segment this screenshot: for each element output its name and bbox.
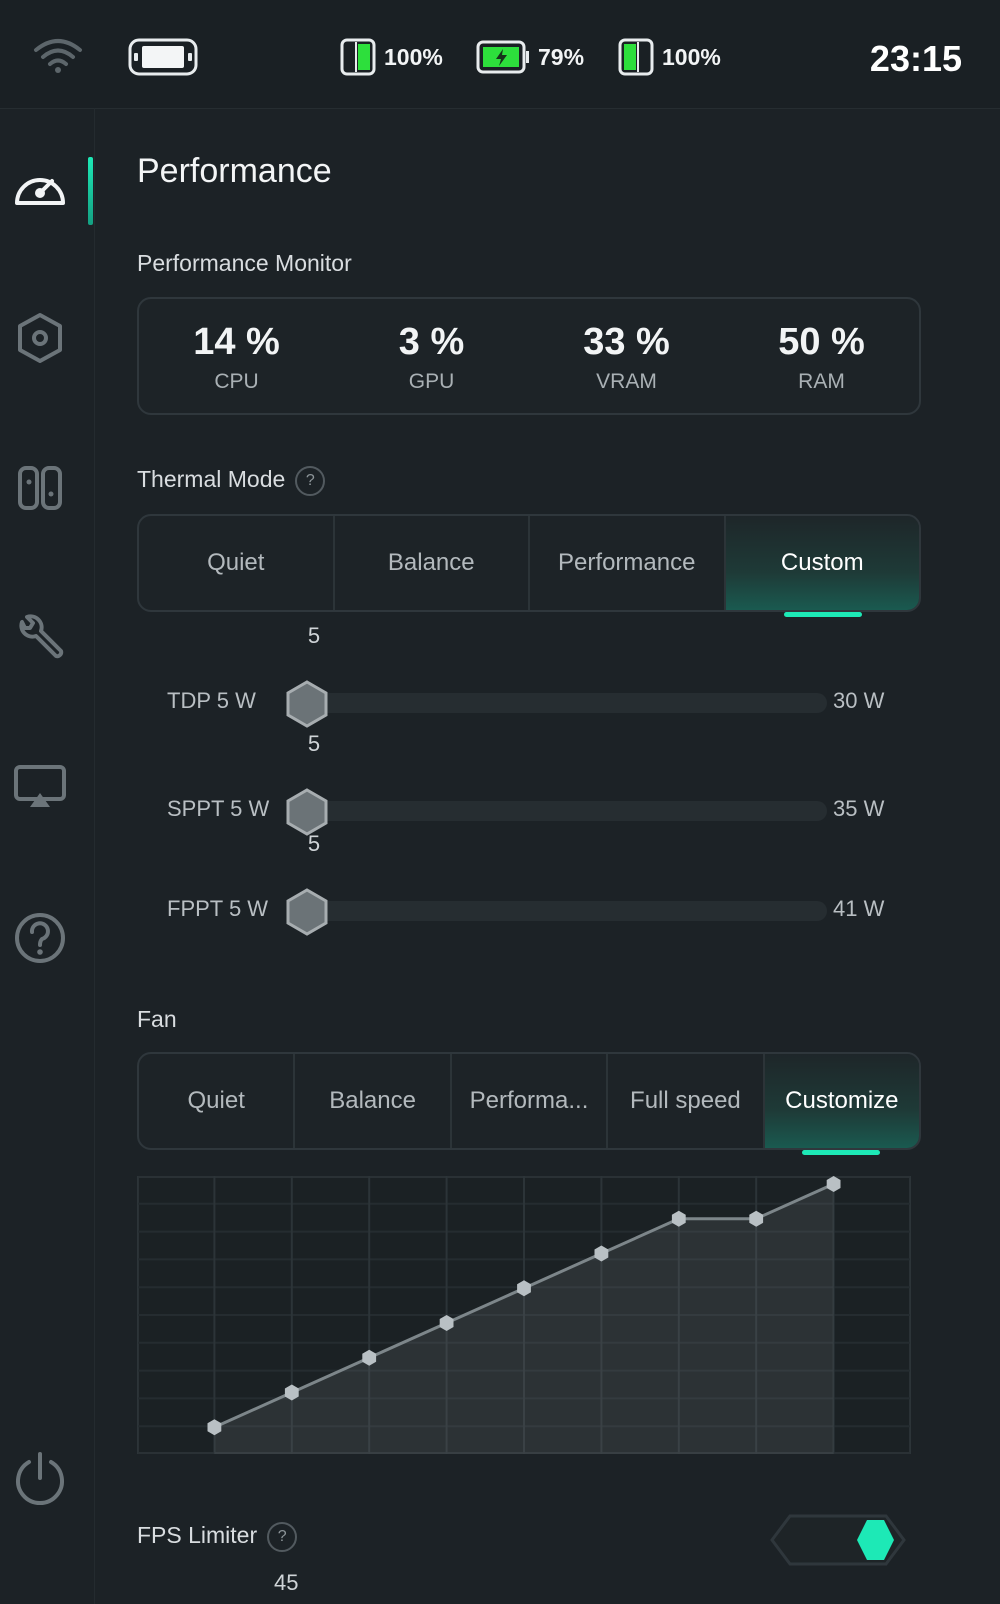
fan-mode-customize[interactable]: Customize: [764, 1054, 919, 1148]
battery-percentage: 79%: [538, 43, 585, 70]
ram-stat: 50 % RAM: [724, 299, 919, 413]
gpu-value: 3 %: [398, 321, 465, 363]
status-bar: 100% 79% 100% 23:15: [0, 0, 1000, 109]
thermal-selected-indicator: [784, 612, 862, 617]
fppt-label: FPPT 5 W: [167, 896, 269, 921]
fan-mode-balance[interactable]: Balance: [295, 1054, 452, 1148]
speedometer-icon: [15, 178, 65, 205]
fps-limiter-label: FPS Limiter: [137, 1522, 258, 1549]
performance-monitor-label: Performance Monitor: [137, 250, 352, 276]
tdp-thumb[interactable]: [285, 680, 329, 728]
fan-curve-point-2[interactable]: [362, 1349, 377, 1366]
left-joycon-icon: [340, 38, 376, 76]
question-circle-icon: [15, 913, 65, 963]
sidebar-item-help[interactable]: [10, 908, 70, 968]
sppt-track[interactable]: [307, 801, 827, 821]
fan-mode-performance[interactable]: Performa...: [452, 1054, 609, 1148]
fan-selected-indicator: [802, 1150, 880, 1155]
gpu-label: GPU: [408, 370, 455, 393]
fan-label: Fan: [137, 1006, 177, 1032]
fan-curve-area: [214, 1184, 834, 1454]
fan-curve-point-8[interactable]: [826, 1176, 841, 1192]
thermal-mode-performance[interactable]: Performance: [530, 516, 726, 610]
sidebar-item-settings[interactable]: [10, 308, 70, 368]
sidebar: [0, 108, 95, 1604]
tdp-max: 30 W: [833, 688, 885, 713]
thermal-mode-label: Thermal Mode: [137, 466, 286, 493]
ram-value: 50 %: [778, 321, 865, 363]
fppt-track[interactable]: [307, 901, 827, 921]
wrench-icon: [19, 614, 64, 659]
joycon-icon: [18, 466, 62, 510]
sidebar-item-power[interactable]: [10, 1448, 70, 1508]
sppt-thumb[interactable]: [285, 788, 329, 836]
fan-mode-full-speed[interactable]: Full speed: [608, 1054, 765, 1148]
sidebar-item-controllers[interactable]: [10, 458, 70, 518]
tdp-value: 5: [307, 623, 321, 648]
tdp-track[interactable]: [307, 693, 827, 713]
right-joycon-icon: [618, 38, 654, 76]
vram-value: 33 %: [583, 321, 670, 363]
fan-mode-quiet[interactable]: Quiet: [139, 1054, 296, 1148]
gpu-stat: 3 % GPU: [334, 299, 529, 413]
thermal-mode-heading: Thermal Mode?: [137, 466, 326, 496]
sidebar-item-display[interactable]: [10, 758, 70, 818]
sppt-value: 5: [307, 731, 321, 756]
power-icon: [16, 1452, 64, 1506]
fan-curve-point-6[interactable]: [671, 1210, 686, 1227]
fps-limiter-heading: FPS Limiter?: [137, 1522, 298, 1552]
left-controller-status: 100%: [340, 38, 443, 76]
thermal-mode-custom[interactable]: Custom: [725, 516, 919, 610]
vram-label: VRAM: [596, 370, 657, 393]
fan-curve-point-1[interactable]: [284, 1384, 299, 1401]
sppt-slider: SPPT 5 W 5 35 W: [137, 731, 917, 836]
fps-limiter-toggle[interactable]: [768, 1512, 908, 1568]
fppt-thumb[interactable]: [285, 888, 329, 936]
cpu-value: 14 %: [193, 321, 280, 363]
fan-curve-point-7[interactable]: [749, 1210, 764, 1227]
performance-monitor: 14 % CPU 3 % GPU 33 % VRAM 50 % RAM: [137, 297, 921, 415]
tdp-label: TDP 5 W: [167, 688, 256, 713]
right-controller-battery: 100%: [662, 43, 721, 70]
fan-curve-point-3[interactable]: [439, 1315, 454, 1331]
sidebar-item-performance[interactable]: [10, 157, 70, 217]
fppt-slider: FPPT 5 W 5 41 W: [137, 831, 917, 936]
thermal-help-icon[interactable]: ?: [295, 466, 326, 496]
screen-cast-icon: [14, 765, 66, 807]
page-title: Performance: [137, 152, 332, 190]
vram-stat: 33 % VRAM: [529, 299, 724, 413]
fan-curve-point-0[interactable]: [207, 1419, 222, 1436]
clock: 23:15: [869, 38, 962, 79]
fppt-max: 41 W: [833, 896, 885, 921]
battery-status: 79%: [476, 38, 584, 76]
wifi-icon: [32, 36, 84, 74]
cpu-stat: 14 % CPU: [139, 299, 334, 413]
thermal-mode-quiet[interactable]: Quiet: [139, 516, 335, 610]
sppt-label: SPPT 5 W: [167, 796, 270, 821]
thermal-mode-balance[interactable]: Balance: [335, 516, 530, 610]
cpu-label: CPU: [214, 370, 259, 393]
battery-charging-icon: [476, 40, 529, 74]
device-icon: [128, 38, 198, 76]
left-controller-battery: 100%: [384, 43, 443, 70]
ram-label: RAM: [798, 370, 845, 393]
fps-help-icon[interactable]: ?: [267, 1522, 298, 1552]
fan-curve-point-5[interactable]: [594, 1245, 609, 1262]
sppt-max: 35 W: [833, 796, 885, 821]
thermal-mode-selector: Quiet Balance Performance Custom: [137, 514, 921, 612]
fan-curve-chart[interactable]: [137, 1176, 911, 1454]
fan-mode-selector: Quiet Balance Performa... Full speed Cus…: [137, 1052, 921, 1150]
sidebar-item-tools[interactable]: [10, 608, 70, 668]
right-controller-status: 100%: [618, 38, 721, 76]
fps-value: 45: [274, 1570, 299, 1595]
hexagon-gear-icon: [18, 313, 62, 363]
tdp-slider: TDP 5 W 5 30 W: [137, 623, 917, 728]
sidebar-active-indicator: [88, 157, 93, 225]
fan-curve-point-4[interactable]: [517, 1280, 531, 1297]
fppt-value: 5: [307, 831, 321, 856]
